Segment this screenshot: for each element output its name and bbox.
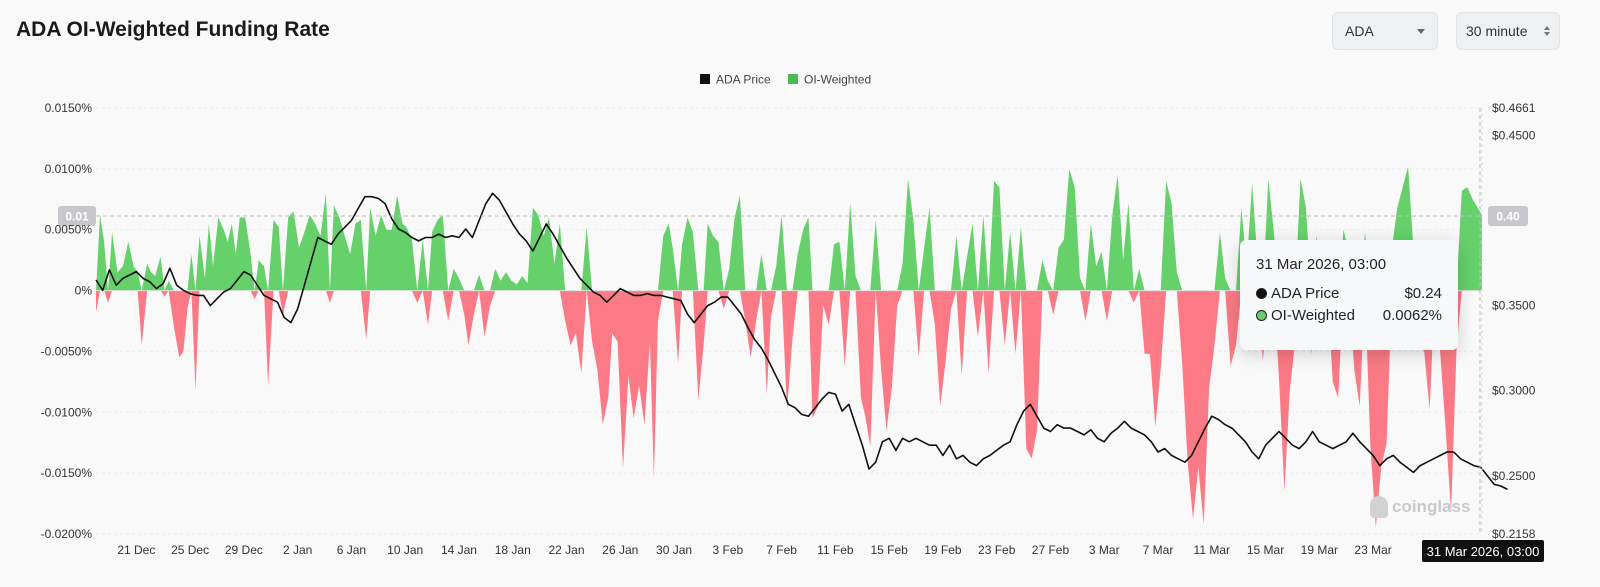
- x-tick-label: 15 Mar: [1247, 543, 1284, 557]
- y-right-tick-label: $0.3000: [1492, 384, 1536, 398]
- crosshair-left-label: 0.01: [65, 210, 89, 224]
- watermark-text: coinglass: [1392, 497, 1471, 516]
- price-path: [95, 192, 1508, 491]
- x-tick-label: 15 Feb: [870, 543, 908, 557]
- y-left-tick-label: 0.0050%: [45, 223, 93, 237]
- tooltip-row-price: ADA Price $0.24: [1256, 285, 1442, 302]
- legend-label: ADA Price: [716, 73, 771, 87]
- x-tick-label: 26 Jan: [602, 543, 638, 557]
- x-tick-label: 7 Feb: [766, 543, 797, 557]
- x-tick-label: 14 Jan: [441, 543, 477, 557]
- y-left-tick-label: 0.0100%: [45, 162, 93, 176]
- coin-select-value: ADA: [1345, 23, 1374, 39]
- y-right-tick-label: $0.2500: [1492, 469, 1536, 483]
- coinglass-watermark: coinglass: [1370, 496, 1470, 518]
- x-tick-label: 10 Jan: [387, 543, 423, 557]
- x-tick-label: 25 Dec: [171, 543, 209, 557]
- oi-negative-area: [96, 290, 1482, 528]
- coinglass-logo-icon: [1370, 496, 1388, 518]
- x-tick-label: 19 Feb: [924, 543, 962, 557]
- sort-arrows-icon: [1544, 26, 1550, 36]
- x-tick-label: 30 Jan: [656, 543, 692, 557]
- crosshair: 0.01 0.40: [58, 108, 1528, 534]
- y-left-tick-label: -0.0050%: [41, 344, 93, 358]
- x-tick-label: 22 Jan: [548, 543, 584, 557]
- x-tick-label: 23 Mar: [1354, 543, 1391, 557]
- y-right-tick-label: $0.3500: [1492, 299, 1536, 313]
- chart-legend[interactable]: ADA Price OI-Weighted: [700, 73, 871, 87]
- y-right-tick-label: $0.2158: [1492, 527, 1536, 541]
- interval-select-value: 30 minute: [1466, 23, 1528, 39]
- crosshair-right-label: 0.40: [1496, 210, 1520, 224]
- x-tick-label: 3 Feb: [712, 543, 743, 557]
- y-axis-right: $0.4661 $0.4500 $0.3500 $0.3000 $0.2500 $0.21…: [1481, 101, 1536, 541]
- x-tick-label: 2 Jan: [283, 543, 312, 557]
- page-title: ADA OI-Weighted Funding Rate: [16, 18, 330, 41]
- tooltip-row-oi: OI-Weighted 0.0062%: [1256, 307, 1442, 324]
- y-right-tick-label: $0.4500: [1492, 128, 1536, 142]
- tooltip-title: 31 Mar 2026, 03:00: [1256, 256, 1387, 273]
- y-left-tick-label: 0.0150%: [45, 101, 93, 115]
- x-tick-label: 27 Feb: [1032, 543, 1070, 557]
- oi-dot-icon: [1256, 310, 1267, 321]
- crosshair-right-badge: [1488, 206, 1528, 226]
- price-dot-icon: [1256, 288, 1267, 299]
- tooltip-row-label: ADA Price: [1271, 285, 1340, 302]
- caret-down-icon: [1417, 28, 1425, 34]
- crosshair-date-label: 31 Mar 2026, 03:00: [1422, 540, 1544, 562]
- x-tick-label: 29 Dec: [225, 543, 263, 557]
- x-tick-label: 23 Feb: [978, 543, 1016, 557]
- legend-swatch: [788, 74, 798, 84]
- x-tick-label: 19 Mar: [1301, 543, 1338, 557]
- tooltip-row-label: OI-Weighted: [1271, 307, 1355, 324]
- chart-tooltip: 31 Mar 2026, 03:00 ADA Price $0.24 OI-We…: [1240, 240, 1458, 350]
- legend-swatch: [700, 74, 710, 84]
- x-tick-label: 3 Mar: [1089, 543, 1120, 557]
- legend-label: OI-Weighted: [804, 73, 871, 87]
- x-tick-label: 6 Jan: [337, 543, 366, 557]
- y-axis-left: 0.0150% 0.0100% 0.0050% 0% -0.0050% -0.0100% -…: [41, 101, 93, 541]
- interval-select[interactable]: 30 minute: [1456, 12, 1560, 50]
- y-left-tick-label: -0.0150%: [41, 466, 93, 480]
- x-tick-label: 11 Mar: [1194, 543, 1230, 557]
- y-left-tick-label: -0.0200%: [41, 527, 93, 541]
- y-left-tick-label: -0.0100%: [41, 405, 93, 419]
- coin-select[interactable]: ADA: [1332, 12, 1438, 50]
- x-tick-label: 21 Dec: [117, 543, 155, 557]
- x-tick-label: 7 Mar: [1143, 543, 1174, 557]
- ada-price-line: [95, 192, 1508, 491]
- y-left-tick-label: 0%: [75, 284, 93, 298]
- x-axis: 21 Dec 25 Dec 29 Dec 2 Jan 6 Jan 10 Jan 14 Jan…: [117, 543, 1430, 557]
- x-tick-label: 11 Feb: [817, 543, 854, 557]
- tooltip-row-value: $0.24: [1404, 285, 1442, 302]
- tooltip-row-value: 0.0062%: [1382, 307, 1442, 324]
- y-right-tick-label: $0.4661: [1492, 101, 1536, 115]
- crosshair-left-badge: [58, 206, 96, 226]
- x-tick-label: 18 Jan: [495, 543, 531, 557]
- oi-positive-area: [96, 166, 1482, 291]
